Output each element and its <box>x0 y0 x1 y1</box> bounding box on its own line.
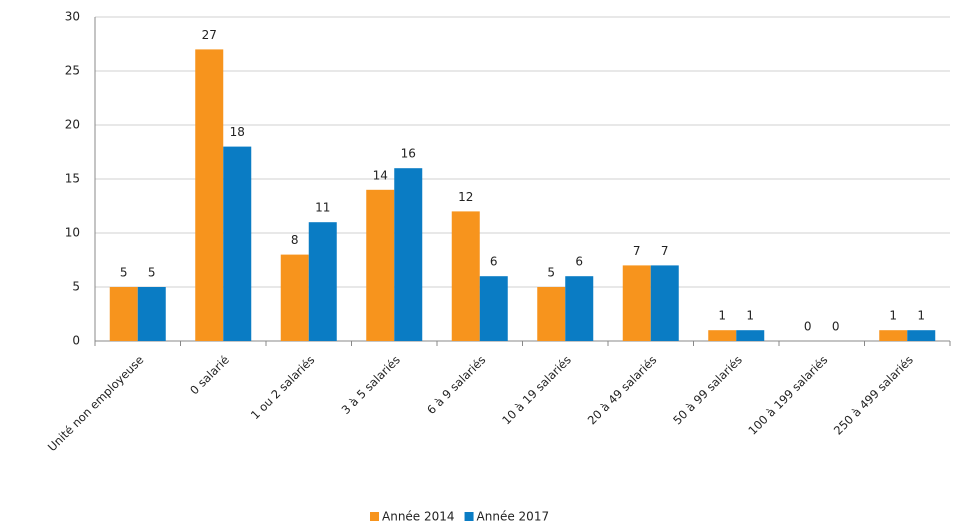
x-tick-label: 10 à 19 salariés <box>499 353 574 428</box>
data-label: 18 <box>230 125 245 139</box>
bar <box>109 287 138 341</box>
legend-swatch <box>464 512 474 521</box>
bar <box>622 265 651 341</box>
data-label: 8 <box>291 233 299 247</box>
bar <box>394 168 423 341</box>
bar <box>708 330 737 341</box>
x-tick-label: 3 à 5 salariés <box>339 353 403 417</box>
data-label: 1 <box>746 309 754 323</box>
bar <box>308 222 337 341</box>
y-tick-label: 30 <box>65 10 80 24</box>
data-label: 14 <box>373 168 388 182</box>
data-label: 12 <box>458 190 473 204</box>
data-label: 7 <box>633 244 641 258</box>
legend-swatch <box>370 512 379 521</box>
legend-label: Année 2017 <box>477 510 550 524</box>
y-tick-label: 20 <box>65 118 80 132</box>
x-tick-label: Unité non employeuse <box>45 353 146 454</box>
y-tick-label: 0 <box>72 334 80 348</box>
data-label: 0 <box>804 320 812 334</box>
bar <box>280 254 309 341</box>
data-label: 6 <box>575 255 583 269</box>
y-tick-label: 15 <box>65 172 80 186</box>
bar <box>537 287 566 341</box>
bar <box>137 287 166 341</box>
x-tick-label: 1 ou 2 salariés <box>248 353 317 422</box>
data-label: 0 <box>832 320 840 334</box>
x-tick-label: 20 à 49 salariés <box>585 353 660 428</box>
x-tick-label: 50 à 99 salariés <box>670 353 745 428</box>
bar <box>451 211 480 341</box>
bar <box>879 330 908 341</box>
data-label: 5 <box>120 266 128 280</box>
data-label: 6 <box>490 255 498 269</box>
bar <box>565 276 594 341</box>
x-tick-label: 100 à 199 salariés <box>745 353 830 438</box>
y-tick-label: 5 <box>72 280 80 294</box>
data-label: 1 <box>917 309 925 323</box>
bar <box>366 189 395 341</box>
data-label: 11 <box>315 201 330 215</box>
y-tick-label: 10 <box>65 226 80 240</box>
bar <box>650 265 679 341</box>
data-label: 16 <box>401 147 416 161</box>
y-tick-label: 25 <box>65 64 80 78</box>
data-label: 5 <box>547 266 555 280</box>
data-label: 1 <box>718 309 726 323</box>
data-label: 7 <box>661 244 669 258</box>
legend-label: Année 2014 <box>382 510 455 524</box>
x-tick-label: 6 à 9 salariés <box>424 353 488 417</box>
data-label: 1 <box>889 309 897 323</box>
bar <box>195 49 224 342</box>
x-tick-label: 0 salarié <box>187 353 232 398</box>
bar <box>223 146 252 341</box>
data-label: 5 <box>148 266 156 280</box>
data-label: 27 <box>202 28 217 42</box>
bar <box>907 330 936 341</box>
bar <box>736 330 765 341</box>
x-tick-label: 250 à 499 salariés <box>831 353 916 438</box>
bar <box>479 276 508 341</box>
